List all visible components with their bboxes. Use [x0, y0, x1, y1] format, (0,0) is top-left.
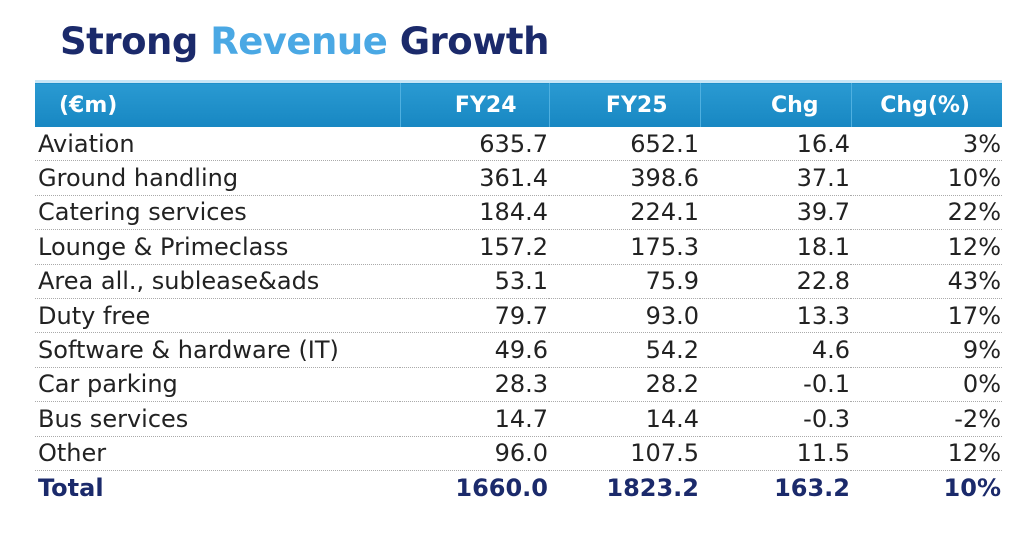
- cell: 14.7: [400, 401, 549, 437]
- title-highlight: Revenue: [210, 20, 388, 63]
- cell: 43%: [851, 264, 1002, 299]
- cell: 96.0: [400, 436, 549, 471]
- table-row: Bus services 14.7 14.4 -0.3 -2%: [35, 401, 1002, 437]
- total-cell: 1660.0: [455, 473, 548, 502]
- cell: 53.1: [400, 264, 549, 299]
- cell: 107.5: [549, 436, 700, 471]
- table-row: Lounge & Primeclass 157.2 175.3 18.1 12%: [35, 229, 1002, 265]
- cell: 17%: [851, 298, 1002, 334]
- row-label: Bus services: [35, 401, 400, 437]
- cell: 3%: [851, 127, 1002, 162]
- cell: 28.2: [549, 367, 700, 403]
- row-label: Ground handling: [35, 160, 400, 196]
- table-row: Car parking 28.3 28.2 -0.1 0%: [35, 367, 1002, 403]
- table-row: Ground handling 361.4 398.6 37.1 10%: [35, 160, 1002, 196]
- cell: 28.3: [400, 367, 549, 403]
- column-header: (€m): [35, 80, 400, 127]
- row-label: Area all., sublease&ads: [35, 264, 400, 299]
- cell: 9%: [851, 332, 1002, 368]
- column-header: Chg(%): [850, 80, 1002, 127]
- cell: 13.3: [700, 298, 851, 334]
- cell: 75.9: [549, 264, 700, 299]
- cell: 22.8: [700, 264, 851, 299]
- row-label: Duty free: [35, 298, 400, 334]
- row-label: Catering services: [35, 195, 400, 231]
- cell: 635.7: [400, 127, 549, 162]
- column-header: FY25: [548, 80, 700, 127]
- cell: 18.1: [700, 229, 851, 265]
- table-row: Aviation 635.7 652.1 16.4 3%: [35, 127, 1002, 162]
- table-row: Area all., sublease&ads 53.1 75.9 22.8 43%: [35, 264, 1002, 299]
- cell: 54.2: [549, 332, 700, 368]
- table-row: Catering services 184.4 224.1 39.7 22%: [35, 195, 1002, 231]
- row-label: Lounge & Primeclass: [35, 229, 400, 265]
- cell: -0.1: [700, 367, 851, 403]
- cell: 184.4: [400, 195, 549, 231]
- column-header: FY24: [399, 80, 549, 127]
- cell: 93.0: [549, 298, 700, 334]
- column-header: Chg: [699, 80, 851, 127]
- cell: 49.6: [400, 332, 549, 368]
- total-label: Total: [38, 473, 104, 502]
- table-row: Software & hardware (IT) 49.6 54.2 4.6 9%: [35, 332, 1002, 368]
- cell: 79.7: [400, 298, 549, 334]
- cell: 16.4: [700, 127, 851, 162]
- cell: 39.7: [700, 195, 851, 231]
- row-label: Car parking: [35, 367, 400, 403]
- cell: 157.2: [400, 229, 549, 265]
- row-label: Other: [35, 436, 400, 471]
- title: Strong Revenue Growth: [60, 20, 549, 63]
- table-row: Other 96.0 107.5 11.5 12%: [35, 436, 1002, 471]
- cell: -2%: [851, 401, 1002, 437]
- cell: 12%: [851, 436, 1002, 471]
- total-cell: 1823.2: [606, 473, 699, 502]
- cell: 4.6: [700, 332, 851, 368]
- table-row: Duty free 79.7 93.0 13.3 17%: [35, 298, 1002, 334]
- cell: 224.1: [549, 195, 700, 231]
- cell: 12%: [851, 229, 1002, 265]
- cell: 175.3: [549, 229, 700, 265]
- cell: -0.3: [700, 401, 851, 437]
- row-label: Software & hardware (IT): [35, 332, 400, 368]
- revenue-table: (€m) FY24 FY25 Chg Chg(%) Aviation 635.7 652.1…: [35, 80, 1002, 504]
- total-row: Total 1660.0 1823.2 163.2 10%: [35, 470, 1002, 504]
- cell: 22%: [851, 195, 1002, 231]
- cell: 0%: [851, 367, 1002, 403]
- cell: 14.4: [549, 401, 700, 437]
- total-cell: 10%: [943, 473, 1001, 502]
- cell: 652.1: [549, 127, 700, 162]
- title-word: Strong: [60, 20, 198, 63]
- cell: 37.1: [700, 160, 851, 196]
- cell: 398.6: [549, 160, 700, 196]
- cell: 361.4: [400, 160, 549, 196]
- cell: 10%: [851, 160, 1002, 196]
- header-row: (€m) FY24 FY25 Chg Chg(%): [35, 80, 1002, 127]
- table-body: Aviation 635.7 652.1 16.4 3% Ground handling 3…: [35, 127, 1002, 504]
- title-word: Growth: [399, 20, 550, 63]
- total-cell: 163.2: [774, 473, 850, 502]
- row-label: Aviation: [35, 127, 400, 162]
- cell: 11.5: [700, 436, 851, 471]
